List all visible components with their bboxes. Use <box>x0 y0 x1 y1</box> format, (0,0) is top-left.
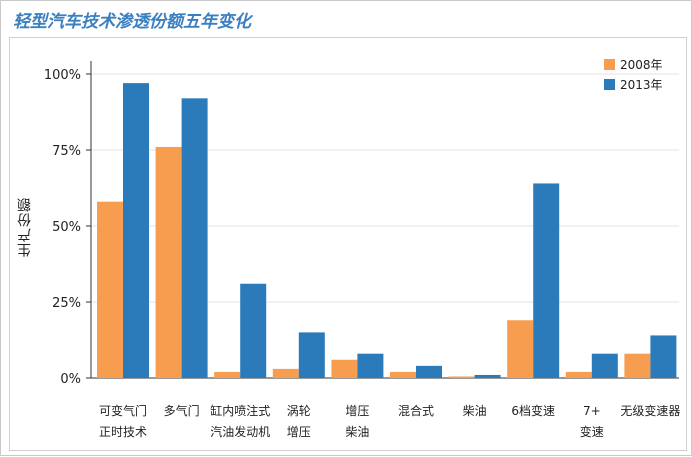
x-tick-label: 增压 <box>345 404 369 418</box>
x-tick-label: 7+ <box>583 404 601 418</box>
x-tick-label: 缸内喷注式 <box>210 403 270 418</box>
bar <box>650 335 677 378</box>
bar <box>416 365 442 378</box>
chart-title: 轻型汽车技术渗透份额五年变化 <box>13 12 251 32</box>
y-tick-label: 100% <box>44 68 81 83</box>
x-tick-label: 正时技术 <box>99 425 147 439</box>
x-tick-label: 6档变速 <box>511 403 555 418</box>
x-tick-label: 汽油发动机 <box>210 424 270 439</box>
bar <box>298 332 325 378</box>
y-tick-label: 0% <box>60 372 81 387</box>
bar <box>507 320 534 378</box>
bar <box>624 353 651 378</box>
bar <box>181 98 208 378</box>
bar <box>97 201 123 378</box>
x-tick-label: 无级变速器 <box>620 403 680 418</box>
y-tick-label: 50% <box>52 220 81 235</box>
bar <box>123 83 149 379</box>
x-tick-label: 柴油 <box>345 425 369 439</box>
bar <box>214 371 241 378</box>
bar <box>448 376 475 378</box>
y-tick-label: 75% <box>52 144 81 159</box>
bar <box>240 283 267 378</box>
legend-item-2013: 2013年 <box>604 74 663 94</box>
bar <box>331 359 358 378</box>
bar <box>565 371 592 378</box>
legend-label-2013: 2013年 <box>620 77 663 92</box>
x-tick-label: 涡轮 <box>287 404 311 418</box>
y-tick-label: 25% <box>52 296 81 311</box>
x-tick-label: 增压 <box>287 425 311 439</box>
x-tick-label: 柴油 <box>463 404 487 418</box>
bar <box>474 374 501 378</box>
bar <box>272 368 299 378</box>
bar <box>390 371 416 378</box>
x-tick-label: 可变气门 <box>99 403 147 418</box>
legend: 2008年 2013年 <box>604 54 663 94</box>
bar <box>533 183 560 378</box>
x-tick-label: 变速 <box>580 424 604 439</box>
bar <box>155 146 182 378</box>
bar <box>357 353 384 378</box>
legend-swatch-2008 <box>604 58 615 70</box>
legend-item-2008: 2008年 <box>604 54 663 74</box>
bar <box>591 353 618 378</box>
x-tick-label: 混合式 <box>398 403 434 418</box>
x-tick-label: 多气门 <box>164 403 200 418</box>
legend-swatch-2013 <box>604 78 615 90</box>
legend-label-2008: 2008年 <box>620 57 663 72</box>
